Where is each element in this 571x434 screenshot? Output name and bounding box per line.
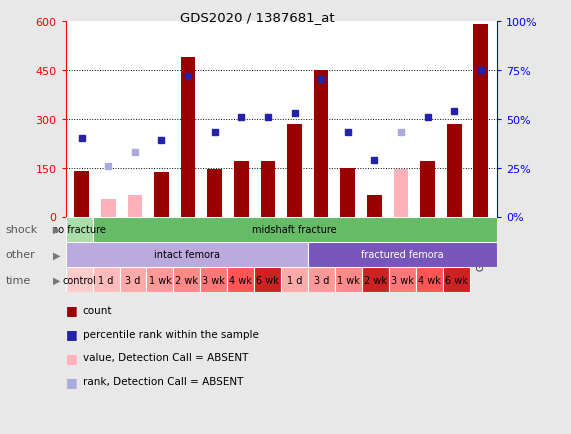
Text: 4 wk: 4 wk [418,275,441,285]
Text: 3 d: 3 d [126,275,140,285]
Bar [287,124,302,217]
Bar [393,170,408,217]
Bar [127,196,142,217]
Bar [254,267,281,293]
Text: ■: ■ [66,375,78,388]
Bar [281,267,308,293]
Text: 2 wk: 2 wk [364,275,387,285]
Text: shock: shock [6,225,38,234]
Bar [389,267,416,293]
Text: 1 wk: 1 wk [148,275,171,285]
Bar [66,242,308,267]
Text: time: time [6,275,31,285]
Bar [362,267,389,293]
Bar [174,267,200,293]
Text: other: other [6,250,35,260]
Bar [227,267,254,293]
Bar [66,267,93,293]
Text: 1 d: 1 d [287,275,303,285]
Bar [416,267,443,293]
Text: intact femora: intact femora [154,250,220,260]
Text: 3 d: 3 d [314,275,329,285]
Text: 1 wk: 1 wk [337,275,360,285]
Bar [335,267,362,293]
Bar [200,267,227,293]
Text: 4 wk: 4 wk [230,275,252,285]
Bar [447,124,461,217]
Text: 3 wk: 3 wk [203,275,226,285]
Bar [74,171,89,217]
Text: value, Detection Call = ABSENT: value, Detection Call = ABSENT [83,353,248,362]
Text: control: control [62,275,96,285]
Bar [314,70,328,217]
Text: 3 wk: 3 wk [391,275,414,285]
Text: ▶: ▶ [53,250,61,260]
Bar [420,161,435,217]
Text: ■: ■ [66,303,78,316]
Text: ■: ■ [66,351,78,364]
Text: ▶: ▶ [53,275,61,285]
Text: 1 d: 1 d [98,275,114,285]
Text: no fracture: no fracture [52,225,106,234]
Bar [66,217,93,242]
Text: 6 wk: 6 wk [256,275,279,285]
Bar [260,161,275,217]
Text: rank, Detection Call = ABSENT: rank, Detection Call = ABSENT [83,377,243,386]
Text: fractured femora: fractured femora [361,250,444,260]
Bar [473,25,488,217]
Text: count: count [83,305,112,315]
Text: GDS2020 / 1387681_at: GDS2020 / 1387681_at [180,11,334,24]
Bar [93,267,119,293]
Bar [340,168,355,217]
Bar [443,267,470,293]
Bar [181,57,195,217]
Bar [101,199,115,217]
Text: ▶: ▶ [53,225,61,234]
Text: percentile rank within the sample: percentile rank within the sample [83,329,259,339]
Bar [367,196,381,217]
Text: 2 wk: 2 wk [175,275,198,285]
Bar [308,267,335,293]
Text: 6 wk: 6 wk [445,275,468,285]
Bar [207,170,222,217]
Text: midshaft fracture: midshaft fracture [252,225,337,234]
Bar [234,161,248,217]
Bar [154,173,169,217]
Bar [119,267,147,293]
Bar [147,267,174,293]
Text: ■: ■ [66,327,78,340]
Bar [308,242,497,267]
